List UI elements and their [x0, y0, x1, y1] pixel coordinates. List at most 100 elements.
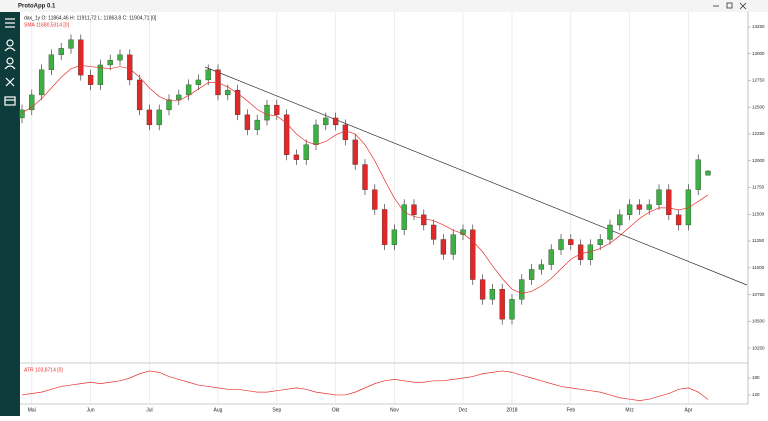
candle-body	[293, 154, 300, 160]
candle-body	[636, 204, 643, 210]
candle-body	[577, 244, 584, 260]
candle-body	[538, 264, 545, 270]
candle-body	[607, 224, 613, 240]
candle-body	[48, 54, 55, 70]
candle-body	[166, 99, 172, 111]
candle-body	[38, 69, 45, 96]
candle-body	[509, 299, 515, 320]
candle-body	[19, 109, 25, 119]
candle-body	[264, 104, 270, 121]
candle-body	[254, 119, 260, 130]
candle-body	[78, 39, 84, 76]
candle-body	[97, 64, 104, 85]
candle-body	[68, 39, 74, 49]
candle-body	[430, 224, 437, 240]
candle-body	[666, 189, 672, 215]
candle-body	[391, 229, 398, 245]
y-tick-label: 10500	[752, 319, 765, 324]
candle-body	[274, 104, 280, 115]
candle-body	[87, 74, 94, 85]
x-tick-label: Mai	[28, 407, 36, 413]
y-tick-label: 120	[752, 392, 760, 397]
candle-body	[352, 139, 358, 165]
candle-body	[597, 239, 603, 245]
price-legend: dax_1y O: 11864,46 H: 11911,72 L: 11863,…	[24, 15, 157, 21]
candle-body	[244, 114, 251, 130]
sma-legend: SMA 11680,5314 [0]	[24, 22, 70, 28]
y-tick-label: 11750	[752, 185, 765, 190]
x-tick-label: Mrz	[625, 407, 634, 413]
candle-body	[568, 239, 574, 245]
y-tick-label: 11250	[752, 238, 765, 243]
candle-body	[372, 189, 378, 210]
candle-body	[234, 89, 241, 115]
candle-body	[107, 59, 113, 66]
candle-body	[185, 84, 192, 96]
candle-body	[29, 94, 35, 111]
candle-body	[176, 94, 182, 100]
x-tick-label: Feb	[566, 407, 575, 413]
candle-body	[470, 229, 476, 280]
y-tick-label: 11000	[752, 265, 765, 270]
candle-body	[440, 239, 447, 255]
y-tick-label: 12500	[752, 104, 765, 109]
y-tick-label: 12250	[752, 131, 765, 136]
candle-body	[146, 109, 153, 126]
candle-body	[558, 239, 564, 250]
x-tick-label: Sep	[272, 407, 281, 413]
candle-body	[548, 249, 554, 265]
candle-body	[656, 189, 662, 205]
candle-body	[617, 214, 623, 226]
candle-body	[381, 209, 388, 245]
candle-body	[283, 114, 290, 156]
candle-body	[519, 279, 525, 300]
candle-body	[156, 109, 162, 126]
x-tick-label: Nov	[390, 407, 399, 413]
sidebar-icons[interactable]	[4, 18, 16, 106]
candle-body	[421, 214, 427, 226]
candle-body	[225, 89, 231, 96]
candle-body	[675, 214, 682, 226]
y-tick-label: 10750	[752, 292, 765, 297]
candle-body	[323, 117, 329, 126]
indicator-line	[21, 370, 709, 401]
x-tick-label: Okt	[332, 407, 340, 413]
candle-body	[695, 159, 701, 190]
candle-body	[195, 79, 202, 85]
y-tick-label: 180	[752, 375, 760, 380]
x-tick-label: Jun	[87, 407, 95, 413]
candle-body	[528, 269, 535, 280]
window-controls[interactable]	[713, 2, 747, 10]
y-tick-label: 12000	[752, 158, 765, 163]
x-tick-label: Dez	[459, 407, 468, 413]
y-tick-label: 13000	[752, 51, 765, 56]
candle-body	[489, 289, 496, 300]
candle-body	[362, 164, 368, 190]
candle-body	[205, 69, 211, 81]
candle-body	[136, 79, 143, 111]
candle-body	[332, 117, 339, 126]
candle-body	[127, 54, 133, 81]
candle-body	[499, 289, 505, 320]
y-tick-label: 12750	[752, 78, 765, 83]
title-bar	[0, 0, 768, 12]
candle-body	[479, 279, 486, 300]
indicator-line	[21, 65, 709, 294]
candle-body	[58, 48, 64, 55]
x-tick-label: Aug	[214, 407, 223, 413]
y-tick-label: 11500	[752, 211, 765, 216]
candle-body	[705, 170, 711, 176]
candle-body	[626, 204, 633, 215]
x-tick-label: Jul	[146, 407, 152, 413]
trend-line	[204, 66, 748, 286]
y-tick-label: 13250	[752, 24, 765, 29]
candle-body	[313, 124, 319, 145]
candle-body	[685, 189, 692, 226]
candle-body	[460, 229, 466, 235]
candle-body	[411, 204, 417, 215]
candle-body	[117, 54, 123, 61]
x-tick-label: 2018	[506, 407, 517, 413]
app-title: ProtoApp 0.1	[18, 4, 56, 10]
candle-body	[646, 204, 652, 210]
candle-body	[401, 204, 407, 230]
